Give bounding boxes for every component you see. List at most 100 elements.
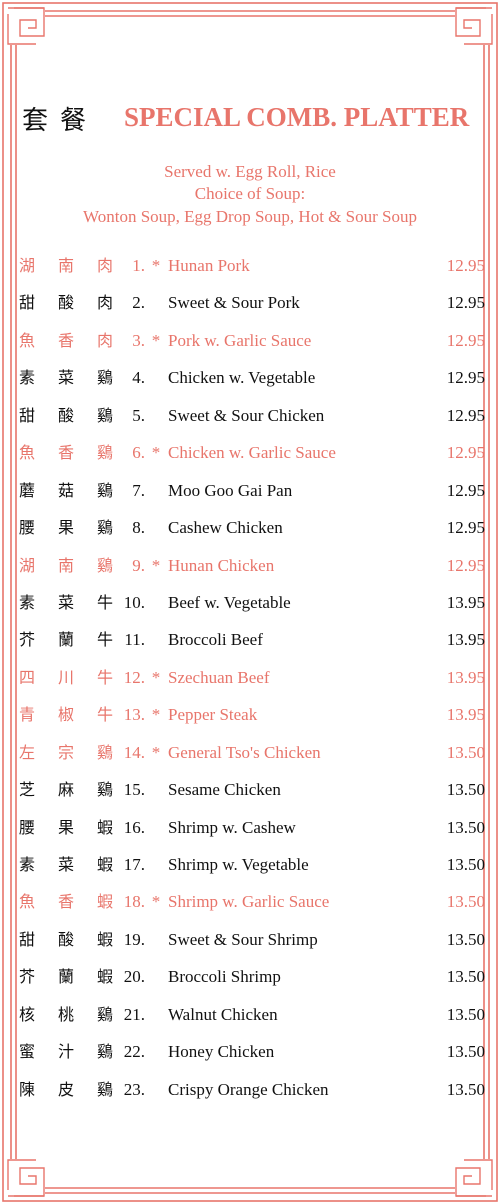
item-price: 12.95: [446, 330, 485, 350]
item-name: Pork w. Garlic Sauce: [168, 330, 312, 350]
item-number: 5.: [132, 405, 145, 425]
item-name: Sesame Chicken: [168, 780, 281, 800]
spicy-icon: *: [151, 443, 161, 463]
cn-char-3: 牛: [96, 705, 113, 725]
item-number: 8.: [132, 518, 145, 538]
item-price: 13.50: [446, 1079, 485, 1099]
cn-char-1: 魚: [18, 330, 35, 350]
item-number: 15.: [123, 780, 145, 800]
item-name: Hunan Chicken: [168, 555, 275, 575]
menu-item: 蘑 菇 鷄 7. Moo Goo Gai Pan 12.95: [0, 472, 500, 509]
item-price: 12.95: [446, 518, 485, 538]
item-number: 10.: [123, 592, 145, 612]
cn-char-3: 蝦: [96, 929, 113, 949]
cn-char-2: 酸: [57, 929, 74, 949]
item-price: 12.95: [446, 256, 485, 275]
cn-char-2: 酸: [57, 405, 74, 425]
item-price: 13.50: [446, 892, 485, 912]
cn-char-3: 鷄: [96, 742, 113, 762]
cn-char-3: 鷄: [96, 480, 113, 500]
item-price: 13.50: [446, 929, 485, 949]
cn-char-3: 蝦: [96, 817, 113, 837]
item-number: 22.: [123, 1042, 145, 1062]
menu-item: 魚 香 蝦 18. Shrimp w. Garlic Sauce 13.50 *: [0, 883, 500, 920]
item-name: Sweet & Sour Pork: [168, 293, 300, 313]
cn-char-2: 蘭: [57, 630, 74, 650]
menu-item: 芝 麻 鷄 15. Sesame Chicken 13.50: [0, 771, 500, 808]
item-number: 9.: [132, 555, 145, 575]
menu-item: 魚 香 鷄 6. Chicken w. Garlic Sauce 12.95 *: [0, 434, 500, 471]
cn-char-3: 鷄: [96, 1004, 113, 1024]
cn-char-1: 腰: [18, 518, 35, 538]
cn-char-1: 魚: [18, 892, 35, 912]
item-number: 19.: [123, 929, 145, 949]
cn-char-3: 鷄: [96, 368, 113, 388]
menu-item: 魚 香 肉 3. Pork w. Garlic Sauce 12.95 *: [0, 322, 500, 359]
cn-char-2: 菜: [57, 368, 74, 388]
cn-char-1: 湖: [18, 555, 35, 575]
menu-item: 甜 酸 鷄 5. Sweet & Sour Chicken 12.95: [0, 397, 500, 434]
menu-item: 左 宗 鷄 14. General Tso's Chicken 13.50 *: [0, 734, 500, 771]
menu-item: 蜜 汁 鷄 22. Honey Chicken 13.50: [0, 1033, 500, 1070]
item-name: Shrimp w. Garlic Sauce: [168, 892, 330, 912]
item-name: Szechuan Beef: [168, 667, 270, 687]
cn-char-3: 牛: [96, 667, 113, 687]
cn-char-1: 芥: [18, 630, 35, 650]
menu-item: 腰 果 蝦 16. Shrimp w. Cashew 13.50: [0, 809, 500, 846]
item-number: 20.: [123, 967, 145, 987]
cn-char-2: 南: [57, 256, 74, 275]
item-number: 1.: [132, 256, 145, 275]
item-name: General Tso's Chicken: [168, 742, 321, 762]
menu-item: 腰 果 鷄 8. Cashew Chicken 12.95: [0, 509, 500, 546]
cn-char-3: 鷄: [96, 1079, 113, 1099]
cn-char-2: 桃: [57, 1004, 74, 1024]
item-name: Sweet & Sour Chicken: [168, 405, 325, 425]
cn-char-2: 南: [57, 555, 74, 575]
cn-char-3: 鷄: [96, 555, 113, 575]
cn-char-1: 青: [18, 705, 35, 725]
cn-char-2: 香: [57, 443, 74, 463]
item-name: Sweet & Sour Shrimp: [168, 929, 318, 949]
item-name: Hunan Pork: [168, 256, 250, 275]
item-number: 7.: [132, 480, 145, 500]
menu-item: 湖 南 肉 1. Hunan Pork 12.95 *: [0, 247, 500, 284]
cn-char-1: 蜜: [18, 1042, 35, 1062]
title-chinese: 套餐: [22, 106, 99, 136]
cn-char-3: 鷄: [96, 1042, 113, 1062]
cn-char-3: 牛: [96, 630, 113, 650]
item-number: 16.: [123, 817, 145, 837]
menu-item: 芥 蘭 蝦 20. Broccoli Shrimp 13.50: [0, 958, 500, 995]
spicy-icon: *: [151, 330, 161, 350]
cn-char-1: 甜: [18, 929, 35, 949]
cn-char-1: 陳: [18, 1079, 35, 1099]
spicy-icon: *: [151, 742, 161, 762]
item-name: Cashew Chicken: [168, 518, 283, 538]
cn-char-2: 椒: [57, 705, 74, 725]
menu-item: 素 菜 鷄 4. Chicken w. Vegetable 12.95: [0, 359, 500, 396]
cn-char-2: 皮: [57, 1079, 74, 1099]
item-number: 23.: [123, 1079, 145, 1099]
cn-char-3: 肉: [96, 293, 113, 313]
cn-char-1: 四: [18, 667, 35, 687]
item-name: Moo Goo Gai Pan: [168, 480, 293, 500]
item-price: 13.50: [446, 817, 485, 837]
item-name: Shrimp w. Cashew: [168, 817, 296, 837]
cn-char-3: 牛: [96, 592, 113, 612]
cn-char-2: 酸: [57, 293, 74, 313]
item-name: Broccoli Beef: [168, 630, 263, 650]
cn-char-2: 菜: [57, 855, 74, 874]
item-number: 6.: [132, 443, 145, 463]
cn-char-2: 麻: [57, 780, 74, 800]
item-price: 12.95: [446, 405, 485, 425]
menu-item: 甜 酸 蝦 19. Sweet & Sour Shrimp 13.50: [0, 921, 500, 958]
menu-item: 芥 蘭 牛 11. Broccoli Beef 13.95: [0, 621, 500, 658]
item-name: Pepper Steak: [168, 705, 258, 725]
item-price: 12.95: [446, 293, 485, 313]
menu-item: 甜 酸 肉 2. Sweet & Sour Pork 12.95: [0, 284, 500, 321]
item-price: 12.95: [446, 480, 485, 500]
cn-char-3: 鷄: [96, 443, 113, 463]
menu-item: 青 椒 牛 13. Pepper Steak 13.95 *: [0, 696, 500, 733]
subtitle-line-2: Choice of Soup:: [194, 184, 306, 203]
cn-char-2: 菇: [57, 480, 74, 500]
cn-char-1: 芥: [18, 967, 35, 987]
